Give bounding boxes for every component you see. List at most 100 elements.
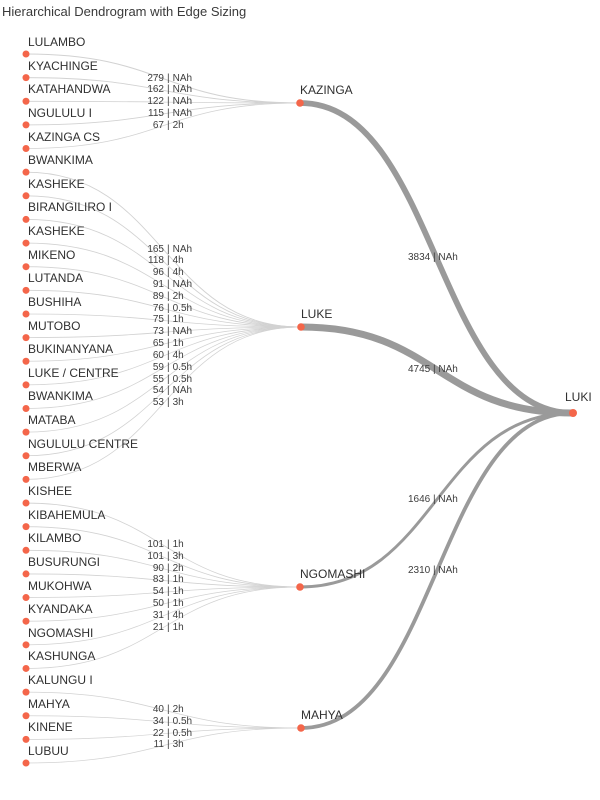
leaf-node-dot bbox=[22, 475, 30, 483]
edge-weight-label: 54 | 1h bbox=[138, 587, 184, 597]
leaf-edge bbox=[25, 526, 301, 588]
edge-weight-label: 54 | NAh bbox=[138, 386, 192, 396]
group-label: NGOMASHI bbox=[300, 567, 366, 581]
leaf-label: BUSURUNGI bbox=[28, 554, 101, 569]
group-edge bbox=[297, 323, 577, 417]
edge-label-separator: | bbox=[167, 279, 170, 291]
group-total-label: 1646 | NAh bbox=[408, 494, 458, 505]
edge-label-separator: | bbox=[167, 361, 170, 373]
leaf-label: LUKE / CENTRE bbox=[28, 365, 119, 380]
edge-weight-hours: NAh bbox=[172, 279, 193, 291]
edge-weight-label: 22 | 0.5h bbox=[138, 727, 193, 739]
edge-weight-hours: 0.5h bbox=[172, 727, 193, 739]
leaf-edge bbox=[25, 326, 302, 386]
edge-weight-hours: 3h bbox=[172, 397, 184, 409]
leaf-edge bbox=[25, 266, 302, 328]
edge-weight-label: 34 | 0.5h bbox=[138, 716, 192, 727]
leaf-label: MATABA bbox=[28, 413, 76, 428]
leaf-label: LUTANDA bbox=[28, 271, 84, 286]
edge-label-separator: | bbox=[167, 586, 170, 598]
edge-weight-hours: NAh bbox=[172, 326, 193, 338]
leaf-label: LULAMBO bbox=[28, 35, 86, 49]
edge-weight-hours: NAh bbox=[172, 107, 193, 119]
edge-label-separator: | bbox=[167, 385, 170, 397]
edge-weight-value: 40 bbox=[152, 704, 164, 716]
leaf-edge bbox=[25, 313, 302, 328]
edge-weight-label: 101 | 3h bbox=[138, 550, 183, 562]
leaf-label: KAZINGA CS bbox=[28, 129, 101, 144]
leaf-node-dot bbox=[22, 50, 30, 58]
leaf-edge bbox=[25, 691, 302, 729]
edge-weight-label: 122 | NAh bbox=[138, 97, 192, 107]
edge-weight-hours: 1h bbox=[172, 314, 184, 326]
leaf-node-dot bbox=[22, 404, 30, 412]
edge-weight-hours: NAh bbox=[172, 385, 193, 397]
edge-label-separator: | bbox=[167, 119, 170, 131]
leaf-edge bbox=[25, 289, 302, 328]
edge-label-separator: | bbox=[167, 550, 170, 562]
leaf-label: KATAHANDWA bbox=[28, 82, 111, 97]
edge-label-separator: | bbox=[167, 574, 170, 586]
leaf-node-dot bbox=[22, 239, 30, 247]
leaf-edge bbox=[25, 586, 301, 622]
edge-weight-hours: 1h bbox=[172, 574, 184, 586]
leaf-label: KYANDAKA bbox=[28, 602, 93, 617]
leaf-edge bbox=[25, 586, 301, 669]
edge-weight-label: 11 | 3h bbox=[138, 740, 184, 750]
leaf-label: MBERWA bbox=[28, 460, 82, 475]
leaf-node-dot bbox=[22, 759, 30, 767]
edge-weight-value: 89 bbox=[152, 290, 164, 302]
leaf-node-dot bbox=[22, 74, 30, 82]
leaf-node-dot bbox=[22, 286, 30, 294]
edge-label-separator: | bbox=[167, 326, 170, 338]
leaf-node-dot bbox=[22, 499, 30, 507]
leaf-edge bbox=[25, 77, 301, 104]
edge-label-separator: | bbox=[167, 290, 170, 302]
leaf-label: MAHYA bbox=[28, 696, 70, 711]
edge-weight-label: 75 | 1h bbox=[138, 315, 184, 325]
leaf-node-dot bbox=[22, 121, 30, 129]
leaf-node-dot bbox=[22, 381, 30, 389]
edge-weight-value: 75 bbox=[152, 314, 164, 326]
edge-weight-value: 54 bbox=[152, 586, 164, 598]
leaf-edge bbox=[25, 326, 302, 480]
edge-label-separator: | bbox=[167, 314, 170, 326]
edge-label-separator: | bbox=[167, 397, 170, 409]
edge-label-separator: | bbox=[167, 72, 170, 84]
edge-label-separator: | bbox=[167, 255, 170, 267]
group-edge bbox=[297, 100, 576, 416]
leaf-edge bbox=[25, 573, 301, 588]
root-label: LUKI bbox=[565, 390, 592, 404]
edge-weight-label: 55 | 0.5h bbox=[138, 374, 192, 385]
group-edge bbox=[298, 411, 575, 589]
leaf-edge bbox=[25, 549, 301, 588]
edge-label-separator: | bbox=[167, 96, 170, 108]
leaf-node-dot bbox=[22, 97, 30, 105]
leaf-edge bbox=[25, 219, 302, 328]
leaf-node-dot bbox=[22, 688, 30, 696]
edge-weight-value: 96 bbox=[152, 267, 164, 279]
edge-weight-value: 118 bbox=[148, 255, 164, 267]
edge-weight-value: 65 bbox=[152, 338, 164, 350]
edge-label-separator: | bbox=[167, 349, 170, 361]
edge-weight-hours: 3h bbox=[172, 739, 184, 751]
leaf-node-dot bbox=[22, 192, 30, 200]
leaf-node-dot bbox=[22, 641, 30, 649]
edge-label-separator: | bbox=[167, 107, 170, 119]
edge-weight-label: 59 | 0.5h bbox=[138, 361, 192, 373]
leaf-label: MUKOHWA bbox=[28, 578, 92, 593]
group-node-dot bbox=[297, 724, 305, 732]
edge-weight-value: 60 bbox=[152, 349, 164, 361]
edge-label-separator: | bbox=[167, 739, 170, 751]
edge-weight-label: 91 | NAh bbox=[138, 280, 192, 290]
leaf-node-dot bbox=[22, 357, 30, 365]
leaf-node-dot bbox=[22, 428, 30, 436]
leaf-edge bbox=[25, 715, 302, 729]
edge-label-separator: | bbox=[167, 243, 170, 255]
edge-weight-label: 73 | NAh bbox=[138, 327, 192, 337]
edge-weight-hours: 2h bbox=[172, 119, 184, 131]
edge-weight-label: 118 | 4h bbox=[138, 256, 184, 266]
leaf-label: KASHUNGA bbox=[28, 649, 96, 664]
root-node-dot bbox=[569, 409, 577, 417]
edge-weight-label: 53 | 3h bbox=[138, 398, 184, 408]
